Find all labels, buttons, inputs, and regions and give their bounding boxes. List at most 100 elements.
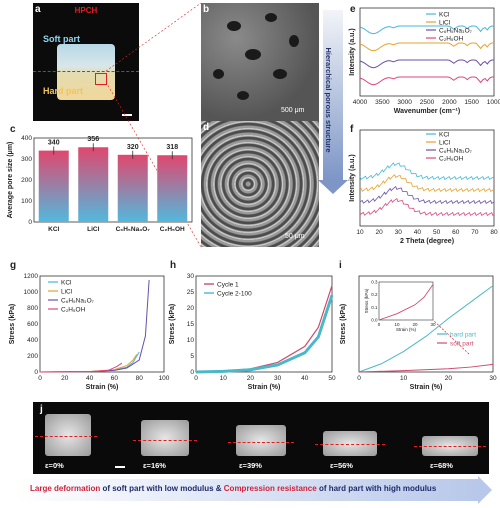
pore <box>245 49 261 60</box>
pore <box>273 69 287 79</box>
panel-label-c: c <box>10 124 16 135</box>
legend-label: C₂H₅OH <box>61 307 86 314</box>
x-axis-label: Strain (%) <box>86 384 119 391</box>
legend-label: C₆H₅Na₃O₇ <box>439 28 472 35</box>
x-tick-label: 40 <box>414 229 422 236</box>
legend-label: LiCl <box>439 140 451 147</box>
bar-0 <box>38 150 69 222</box>
x-axis-label: Wavenumber (cm⁻¹) <box>394 108 460 115</box>
y-axis-label: Intensity (a.u.) <box>349 28 356 75</box>
y-axis-label: Intensity (a.u.) <box>349 154 356 201</box>
sem-image-b: 500 μm <box>201 3 319 121</box>
bar-2 <box>117 154 148 222</box>
x-tick-label: 40 <box>86 375 94 382</box>
series-line-1 <box>358 363 494 373</box>
hierarchy-arrow-head <box>318 180 348 194</box>
inset-y-tick: 0.2 <box>371 292 378 297</box>
strain-label-16: ε=16% <box>143 461 166 470</box>
y-tick-label: 200 <box>27 353 38 360</box>
y-tick-label: 800 <box>27 305 38 312</box>
y-axis-label: Average pore size (μm) <box>7 142 14 219</box>
y-tick-label: 1000 <box>24 289 39 296</box>
x-tick-label: 1500 <box>464 99 479 106</box>
chart-c: 0 100 200 300 400 Average pore size (μm) 340 KC… <box>7 135 193 233</box>
panel-label-a: a <box>35 4 41 15</box>
y-tick-label: 0 <box>28 219 32 226</box>
plot-frame <box>359 129 495 227</box>
x-tick-label: 0 <box>38 375 42 382</box>
chart-h: 0 10 20 30 40 50 0 5 10 15 20 25 30 Strain (%) Stress … <box>169 273 336 391</box>
strain-label-68: ε=68% <box>430 461 453 470</box>
y-tick-label: 10 <box>187 337 195 344</box>
inset-x-tick: 10 <box>394 322 400 327</box>
x-tick-label: 60 <box>111 375 119 382</box>
x-axis-label: 2 Theta (degree) <box>400 238 454 245</box>
hierarchy-arrow <box>323 10 343 180</box>
category-label: C₆H₅Na₃O₇ <box>116 226 151 233</box>
series-line-0 <box>195 285 333 373</box>
sample-56 <box>323 431 377 456</box>
bar-3 <box>157 155 188 222</box>
inset-y-tick: 0.1 <box>371 305 378 310</box>
caption-text: Large deformation of soft part with low … <box>30 484 470 493</box>
plot-frame <box>359 7 495 97</box>
inset-y-label: Stress (kPa) <box>364 288 369 313</box>
category-label: KCl <box>48 226 59 233</box>
roi-square <box>95 73 107 85</box>
red-line <box>315 444 385 445</box>
scale-text-d: 50 μm <box>285 233 305 240</box>
x-tick-label: 3500 <box>375 99 390 106</box>
x-tick-label: 20 <box>61 375 69 382</box>
y-tick-label: 200 <box>21 177 32 184</box>
x-axis-label: Strain (%) <box>248 384 281 391</box>
x-tick-label: 100 <box>159 375 170 382</box>
sample-39 <box>236 425 286 456</box>
red-line <box>228 442 294 443</box>
caption-part3: Compression resistance <box>223 484 317 493</box>
series-line-0 <box>359 25 495 35</box>
x-tick-label: 4000 <box>353 99 368 106</box>
y-tick-label: 15 <box>187 321 195 328</box>
legend-label: C₂H₅OH <box>439 36 464 43</box>
series-line-1 <box>195 294 334 374</box>
caption-arrow-head <box>478 476 492 504</box>
legend-label: KCl <box>439 12 450 19</box>
y-tick-label: 20 <box>187 305 195 312</box>
x-tick-label: 70 <box>471 229 479 236</box>
x-tick-label: 30 <box>395 229 403 236</box>
y-tick-label: 400 <box>27 337 38 344</box>
y-tick-label: 600 <box>27 321 38 328</box>
x-tick-label: 20 <box>247 375 255 382</box>
series-line-0 <box>358 285 494 373</box>
series-line-2 <box>359 185 495 204</box>
series-line-2 <box>39 279 150 373</box>
strain-label-0: ε=0% <box>45 461 64 470</box>
series-line-1 <box>359 42 495 52</box>
series-line-3 <box>359 76 495 86</box>
chart-f: 10 20 30 40 50 60 70 80 2 Theta (degree) Intensit… <box>349 129 498 245</box>
scale-bar-j <box>115 466 125 468</box>
series-line-1 <box>359 174 495 192</box>
series-line-2 <box>359 59 495 69</box>
red-line <box>133 440 197 441</box>
x-tick-label: 50 <box>433 229 441 236</box>
panel-j-photo: ε=0% ε=16% ε=39% ε=56% ε=68% <box>33 402 489 474</box>
bar-value-label: 320 <box>127 144 139 151</box>
pore <box>213 69 224 79</box>
pore <box>227 21 241 31</box>
x-tick-label: 40 <box>301 375 309 382</box>
y-tick-label: 5 <box>190 353 194 360</box>
y-tick-label: 400 <box>21 135 32 142</box>
legend-label: LiCl <box>61 289 73 296</box>
x-tick-label: 10 <box>220 375 228 382</box>
strain-label-39: ε=39% <box>239 461 262 470</box>
x-tick-label: 1000 <box>487 99 500 106</box>
sample-0 <box>45 414 91 456</box>
x-tick-label: 30 <box>274 375 282 382</box>
x-tick-label: 60 <box>452 229 460 236</box>
y-tick-label: 30 <box>187 273 195 280</box>
strain-label-56: ε=56% <box>330 461 353 470</box>
plot-frame <box>33 137 193 223</box>
caption-part1: Large deformation <box>30 484 101 493</box>
series-line-3 <box>39 362 123 373</box>
